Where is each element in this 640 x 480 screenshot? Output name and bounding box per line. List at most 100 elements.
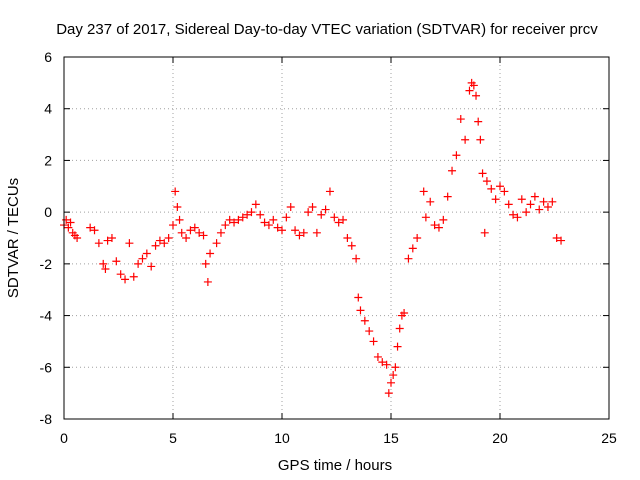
data-point — [103, 236, 112, 245]
data-point — [216, 228, 225, 237]
data-point — [476, 135, 485, 144]
data-point — [491, 195, 500, 204]
data-point — [408, 244, 417, 253]
data-point — [101, 265, 110, 274]
x-tick-label: 15 — [383, 430, 399, 446]
data-point — [94, 239, 103, 248]
data-point — [273, 223, 282, 232]
data-point — [134, 259, 143, 268]
data-point — [264, 221, 273, 230]
data-point — [413, 234, 422, 242]
data-point — [160, 239, 169, 248]
y-tick-labels: -8 -6 -4 -2 0 2 4 6 — [40, 49, 53, 427]
data-point — [190, 223, 199, 232]
data-point — [195, 228, 204, 237]
data-point — [251, 200, 260, 209]
data-point — [147, 262, 156, 271]
data-point — [513, 213, 522, 222]
data-point — [238, 213, 247, 222]
y-tick-label: -4 — [40, 308, 53, 324]
data-point — [382, 360, 391, 369]
data-point — [354, 293, 363, 302]
data-point — [472, 91, 481, 100]
data-point — [352, 254, 361, 263]
data-point — [90, 226, 99, 235]
data-point — [86, 223, 95, 232]
data-point — [480, 228, 489, 237]
x-tick-label: 0 — [60, 430, 68, 446]
data-point — [225, 215, 234, 224]
data-point — [530, 192, 539, 201]
y-tick-label: 4 — [44, 101, 52, 117]
x-axis-label: GPS time / hours — [278, 457, 392, 474]
axis-ticks — [63, 56, 610, 420]
data-points — [60, 78, 566, 398]
data-point — [482, 177, 491, 186]
data-point — [295, 231, 304, 240]
data-point — [256, 210, 265, 219]
data-point — [291, 226, 300, 235]
data-point — [347, 241, 356, 250]
data-point — [304, 208, 313, 217]
data-point — [443, 192, 452, 201]
data-point — [138, 254, 147, 263]
data-point — [400, 308, 409, 317]
data-point — [461, 135, 470, 144]
data-point — [391, 363, 400, 372]
x-tick-label: 20 — [492, 430, 508, 446]
data-point — [522, 208, 531, 217]
data-point — [164, 234, 173, 242]
data-point — [308, 202, 317, 211]
data-point — [456, 115, 465, 124]
data-point — [517, 195, 526, 204]
data-point — [343, 234, 352, 242]
data-point — [496, 182, 504, 191]
data-point — [282, 213, 291, 222]
data-point — [378, 358, 387, 367]
data-point — [73, 234, 82, 242]
data-point — [269, 215, 278, 224]
data-point — [426, 197, 435, 206]
data-point — [389, 371, 398, 380]
data-point — [243, 210, 252, 219]
data-point — [234, 215, 243, 224]
x-tick-label: 25 — [601, 430, 617, 446]
data-point — [112, 257, 121, 266]
x-tick-label: 10 — [274, 430, 290, 446]
x-tick-labels: 0 5 10 15 20 25 — [60, 430, 617, 446]
data-point — [177, 228, 186, 237]
data-point — [299, 228, 308, 237]
data-point — [500, 187, 509, 196]
data-point — [129, 272, 138, 281]
y-tick-label: 0 — [44, 204, 52, 220]
data-point — [421, 213, 430, 222]
data-point — [186, 226, 195, 235]
data-point — [434, 223, 443, 232]
data-point — [452, 151, 461, 160]
data-point — [393, 342, 402, 351]
data-point — [66, 218, 75, 227]
chart-title: Day 237 of 2017, Sidereal Day-to-day VTE… — [56, 21, 598, 38]
data-point — [395, 324, 404, 333]
data-point — [539, 197, 548, 206]
data-point — [312, 228, 321, 237]
gridlines — [64, 57, 609, 419]
y-tick-label: -2 — [40, 256, 53, 272]
data-point — [478, 169, 487, 178]
data-point — [356, 306, 365, 315]
data-point — [387, 378, 395, 387]
data-point — [365, 327, 374, 336]
data-point — [212, 239, 221, 248]
data-point — [384, 389, 393, 398]
data-point — [247, 208, 256, 217]
data-point — [286, 202, 295, 211]
data-point — [369, 337, 378, 346]
data-point — [404, 254, 413, 263]
data-point — [99, 259, 108, 268]
y-tick-label: 6 — [44, 49, 52, 65]
data-point — [155, 236, 164, 245]
data-point — [107, 234, 116, 242]
data-point — [317, 210, 326, 219]
data-point — [469, 81, 478, 90]
